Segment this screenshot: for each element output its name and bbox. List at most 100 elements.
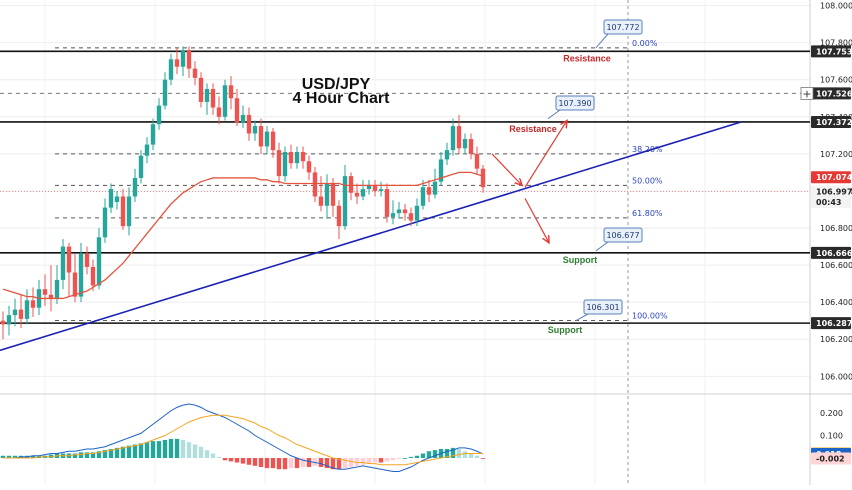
price-tag-label: 106.666 (816, 249, 852, 258)
macd-histogram-bar (366, 458, 372, 464)
candle-body (18, 309, 24, 319)
price-axis-tick: 107.800 (820, 39, 852, 48)
candle-body (270, 131, 276, 151)
macd-histogram-bar (174, 438, 180, 458)
price-tag-box (811, 115, 851, 128)
macd-histogram-bar (330, 458, 336, 470)
trendline (0, 121, 742, 352)
candle-body (138, 155, 144, 178)
candle-body (222, 85, 228, 117)
candle-body (198, 77, 204, 102)
price-tag-box (811, 87, 851, 100)
macd-histogram-bar (180, 440, 186, 458)
macd-histogram-bar (30, 455, 36, 458)
macd-histogram-bar (162, 440, 168, 458)
macd-histogram-bar (84, 452, 90, 458)
candle-body (288, 152, 294, 164)
candle-body (108, 189, 114, 208)
fib-level-label: 50.00% (632, 176, 663, 185)
candle-body (162, 79, 168, 106)
macd-histogram-bar (12, 455, 18, 458)
macd-histogram-bar (444, 449, 450, 458)
candle-body (24, 300, 30, 319)
macd-tag-label: -0.002 (816, 454, 845, 463)
macd-histogram-bar (246, 458, 252, 465)
macd-histogram-bar (198, 446, 204, 458)
chart-title-line1: USD/JPY (302, 76, 371, 93)
price-tag-label: 00:43 (816, 198, 841, 207)
candle-body (330, 183, 336, 206)
candle-body (84, 253, 90, 267)
macd-histogram-bar (78, 452, 84, 458)
price-axis-tick: 106.600 (820, 261, 852, 270)
callout-label: 106.301 (586, 303, 619, 312)
price-tag-box (811, 196, 851, 209)
candle-body (360, 189, 366, 197)
macd-histogram-bar (222, 458, 228, 461)
macd-histogram-bar (72, 453, 78, 458)
fib-level-label: 0.00% (632, 39, 658, 48)
price-tag-label: 107.372 (816, 118, 852, 127)
macd-histogram-bar (294, 458, 300, 469)
candle-body (186, 50, 192, 69)
candle-body (372, 185, 378, 191)
macd-histogram-bar (384, 458, 390, 462)
macd-histogram-bar (126, 445, 132, 458)
candle-body (132, 177, 138, 197)
macd-histogram-bar (168, 438, 174, 458)
candle-body (192, 68, 198, 78)
macd-histogram-bar (0, 455, 6, 458)
sr-level-name: Resistance (563, 53, 611, 63)
projection-arrow (524, 198, 549, 242)
candle-body (342, 176, 348, 227)
candle-body (12, 309, 18, 316)
macd-histogram-bar (156, 441, 162, 458)
fib-level-label: 61.80% (632, 209, 663, 218)
macd-histogram-bar (360, 458, 366, 465)
candle-body (168, 59, 174, 80)
candle-body (234, 98, 240, 123)
macd-histogram-bar (228, 458, 234, 462)
candle-body (258, 126, 264, 147)
candle-body (156, 105, 162, 125)
callout-box (555, 95, 595, 111)
price-tag-box (811, 246, 851, 259)
candle-body (348, 176, 354, 193)
macd-histogram-bar (252, 458, 258, 466)
candle-body (60, 246, 66, 280)
macd-histogram-bar (306, 458, 312, 467)
macd-histogram-bar (120, 446, 126, 458)
candle-body (174, 59, 180, 67)
sr-level-name: Support (548, 325, 583, 335)
add-alert-icon-glyph: + (802, 87, 811, 100)
price-axis-tick: 107.600 (820, 76, 852, 85)
add-alert-icon[interactable] (800, 87, 814, 100)
price-tag-box (811, 317, 851, 330)
candle-body (282, 152, 288, 177)
macd-tag-box (811, 452, 851, 465)
candle-body (312, 172, 318, 197)
fib-level-label: 100.00% (632, 312, 668, 321)
price-axis-tick: 106.800 (820, 224, 852, 233)
candle-body (438, 159, 444, 182)
candle-body (228, 85, 234, 99)
callout-leader (595, 241, 609, 252)
price-tag-label: 106.997 (816, 187, 852, 196)
macd-histogram-bar (456, 449, 462, 458)
price-tag-box (811, 45, 851, 58)
price-tag-label: 107.753 (816, 47, 852, 56)
macd-histogram-bar (282, 458, 288, 470)
price-axis-tick: 106.400 (820, 298, 852, 307)
macd-histogram-bar (138, 443, 144, 458)
price-axis-tick: 107.200 (820, 150, 852, 159)
candle-body (204, 88, 210, 102)
price-tag-box (811, 185, 851, 198)
candle-body (150, 124, 156, 145)
candle-body (318, 196, 324, 206)
price-axis-tick: 106.000 (820, 372, 852, 381)
candle-body (144, 144, 150, 156)
macd-histogram-bar (186, 442, 192, 458)
candle-body (432, 181, 438, 195)
